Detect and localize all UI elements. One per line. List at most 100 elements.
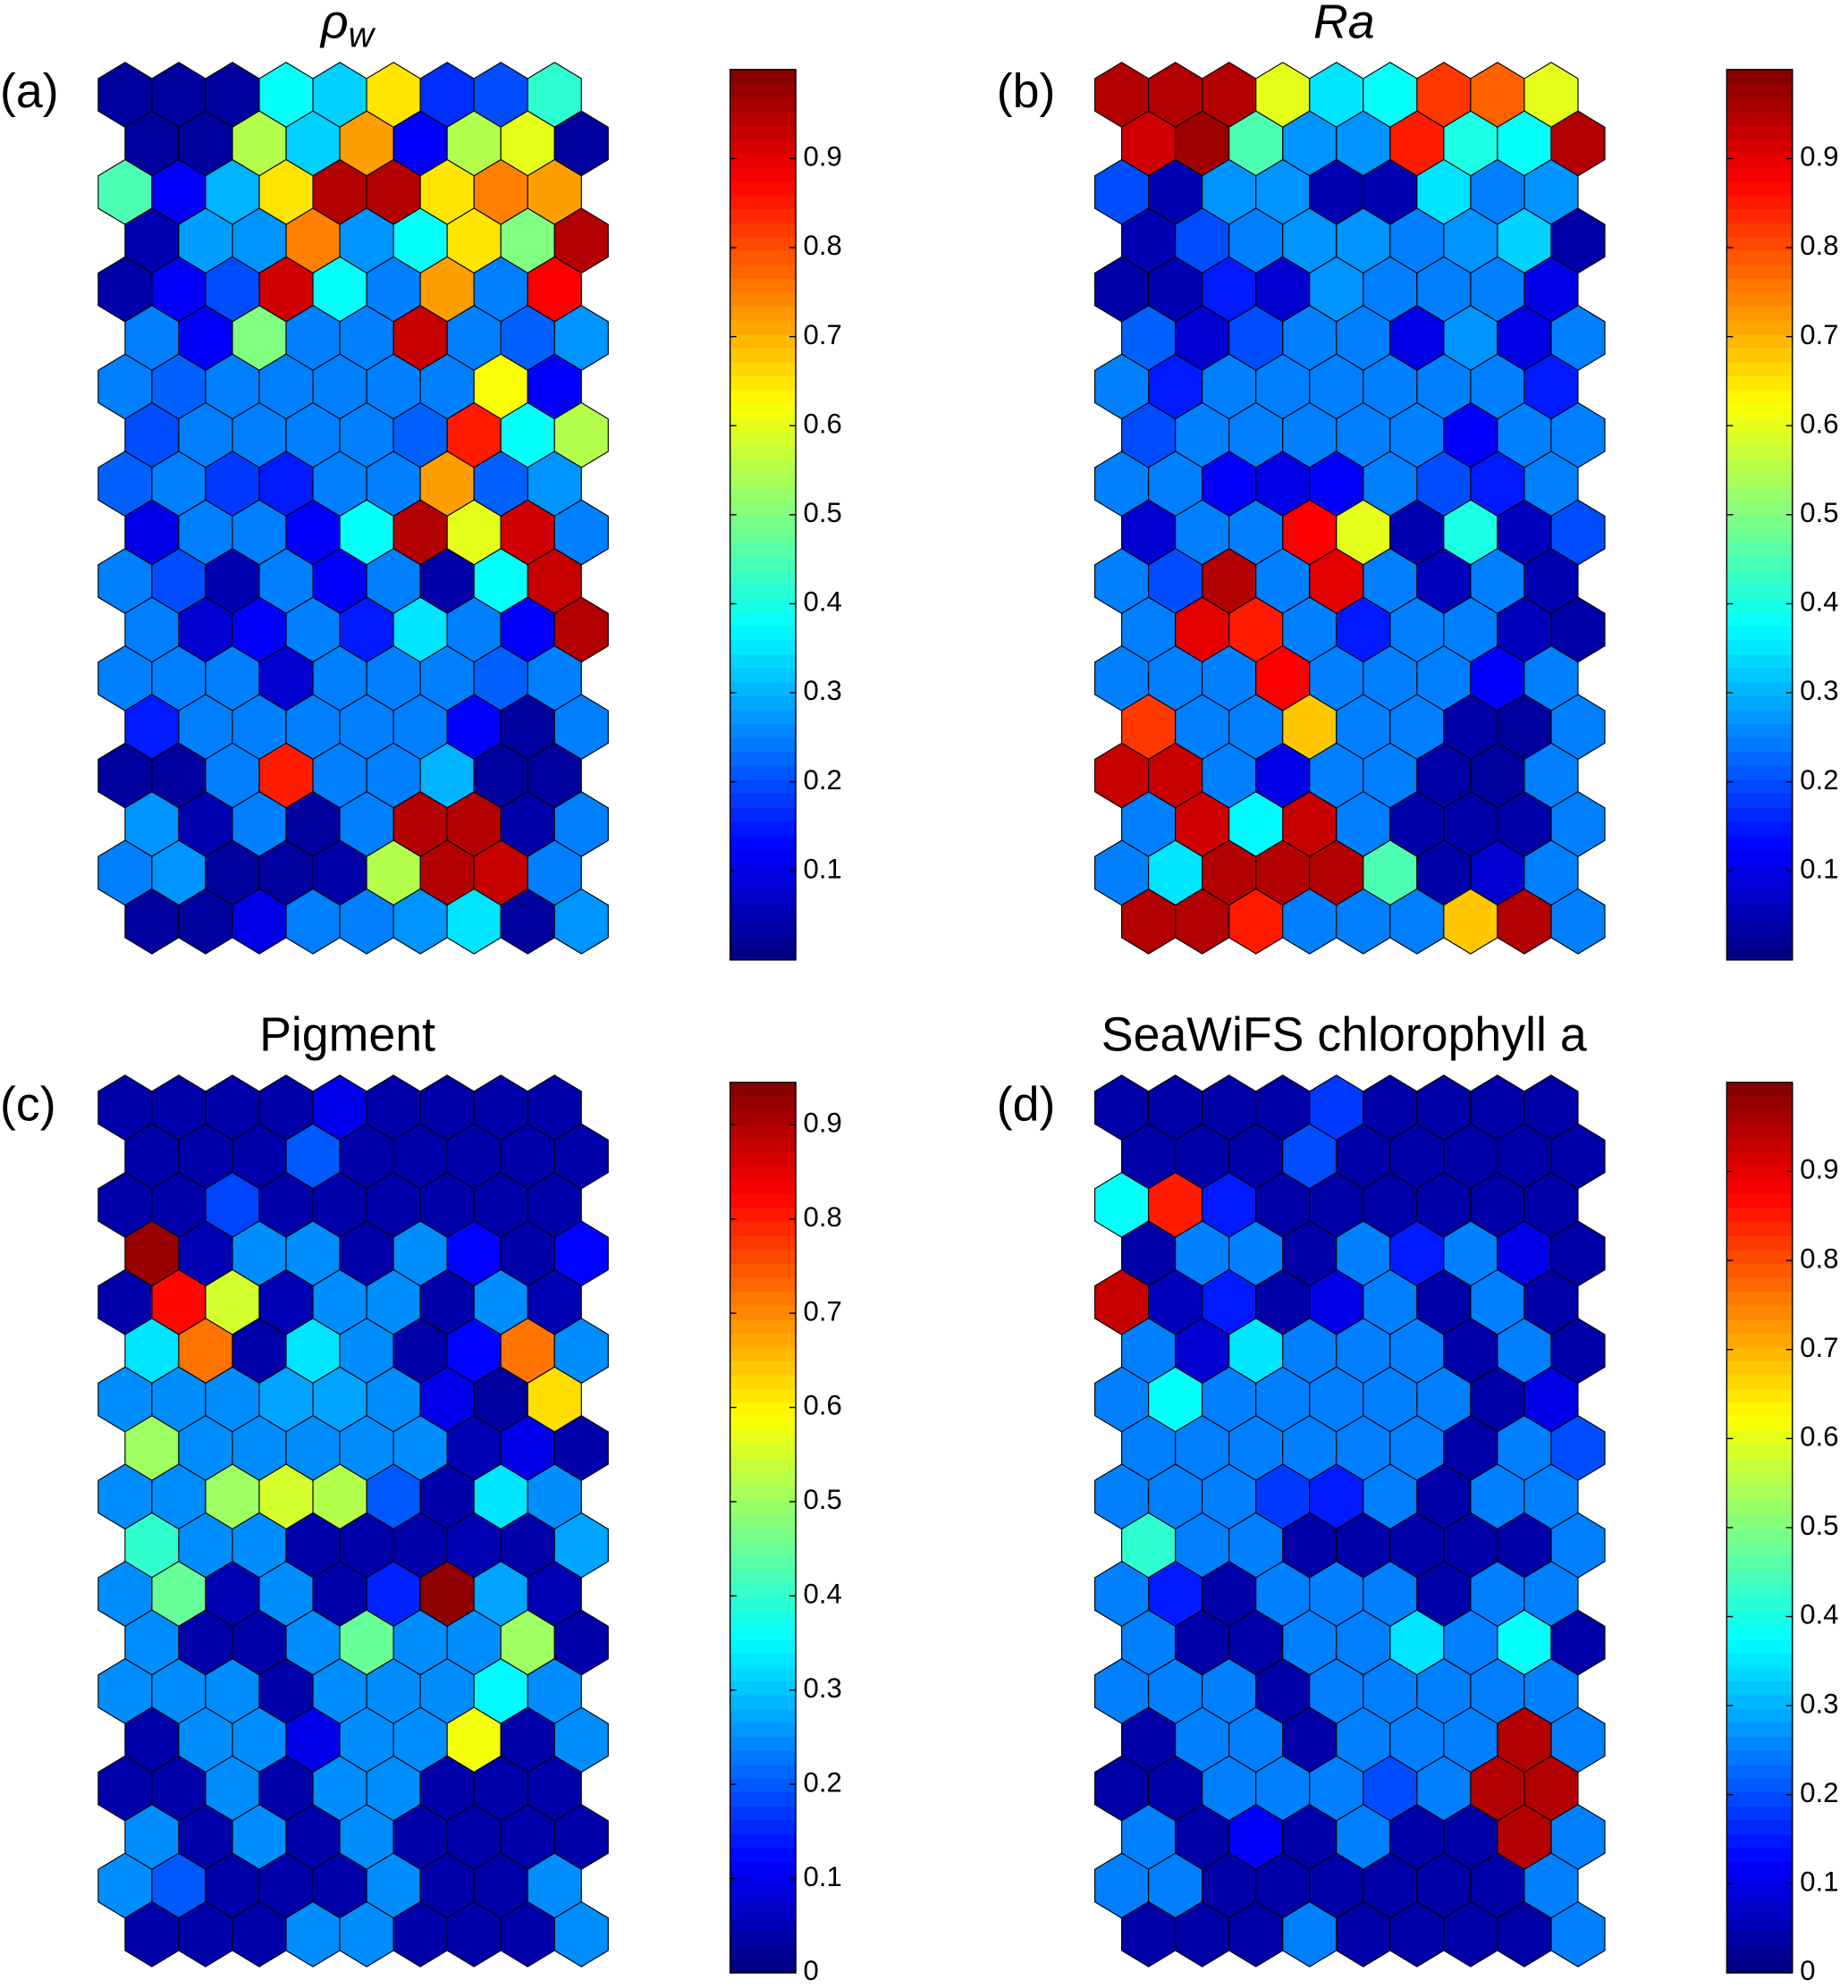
colorbar-segment bbox=[730, 862, 797, 878]
colorbar-segment bbox=[1726, 69, 1793, 85]
colorbar-segment bbox=[1726, 1138, 1793, 1153]
panel-title: Pigment bbox=[259, 1008, 435, 1062]
colorbar-segment bbox=[1726, 1916, 1793, 1932]
colorbar-segment bbox=[1726, 1653, 1793, 1668]
colorbar-segment bbox=[730, 236, 797, 251]
colorbar-segment bbox=[1726, 1749, 1793, 1765]
title-subscript: w bbox=[349, 16, 376, 55]
colorbar-segment bbox=[730, 1875, 797, 1891]
colorbar-segment bbox=[730, 69, 797, 85]
colorbar-segment bbox=[1726, 1791, 1793, 1807]
panel: SeaWiFS chlorophyll a (d) 0 0.1 0.2 0.3 0.4 0.5… bbox=[997, 1008, 1839, 1987]
colorbar-segment bbox=[1726, 931, 1793, 947]
colorbar-tick-label: 0.4 bbox=[1800, 586, 1838, 618]
colorbar-segment bbox=[730, 751, 797, 766]
colorbar-segment bbox=[1726, 1276, 1793, 1293]
colorbar-tick-label: 0.7 bbox=[1800, 319, 1838, 350]
colorbar-segment bbox=[1726, 528, 1793, 543]
colorbar-segment bbox=[730, 1346, 797, 1361]
colorbar-segment bbox=[1726, 890, 1793, 906]
colorbar-segment bbox=[1726, 806, 1793, 821]
colorbar-segment bbox=[730, 1569, 797, 1584]
colorbar-segment bbox=[730, 1653, 797, 1668]
colorbar-segment bbox=[1726, 1429, 1793, 1445]
colorbar-segment bbox=[1726, 1333, 1793, 1348]
colorbar-segment bbox=[1726, 1416, 1793, 1431]
colorbar-tick-label: 0.8 bbox=[1800, 1242, 1838, 1274]
colorbar-segment bbox=[730, 1916, 797, 1932]
colorbar-segment bbox=[730, 1527, 797, 1543]
colorbar-segment bbox=[730, 1513, 797, 1529]
colorbar-segment bbox=[1726, 1583, 1793, 1598]
colorbar-segment bbox=[1726, 1346, 1793, 1361]
colorbar-segment bbox=[1726, 737, 1793, 753]
colorbar-segment bbox=[1726, 876, 1793, 891]
colorbar-segment bbox=[730, 946, 797, 961]
colorbar-segment bbox=[730, 389, 797, 405]
colorbar-segment bbox=[730, 918, 797, 933]
colorbar-segment bbox=[1726, 1096, 1793, 1111]
colorbar-segment bbox=[730, 1638, 797, 1654]
colorbar-segment bbox=[730, 153, 797, 168]
colorbar-segment bbox=[730, 1110, 797, 1125]
colorbar-segment bbox=[730, 737, 797, 753]
colorbar-segment bbox=[1726, 1124, 1793, 1139]
colorbar-segment bbox=[730, 139, 797, 154]
colorbar-segment bbox=[730, 514, 797, 530]
colorbar-segment bbox=[730, 1694, 797, 1709]
colorbar-segment bbox=[1726, 445, 1793, 460]
colorbar-segment bbox=[730, 459, 797, 474]
colorbar-segment bbox=[1726, 1082, 1793, 1098]
title-text: Pigment bbox=[259, 1008, 435, 1062]
colorbar-segment bbox=[1726, 1193, 1793, 1209]
colorbar-segment bbox=[730, 1151, 797, 1167]
colorbar-segment bbox=[730, 1833, 797, 1849]
colorbar-tick-label: 0.5 bbox=[804, 1484, 842, 1515]
colorbar-segment bbox=[1726, 1499, 1793, 1515]
colorbar-tick-label: 0.7 bbox=[1800, 1332, 1838, 1363]
colorbar-segment bbox=[1726, 904, 1793, 919]
colorbar-segment bbox=[1726, 1374, 1793, 1390]
colorbar-segment bbox=[1726, 1388, 1793, 1403]
colorbar-segment bbox=[1726, 1527, 1793, 1543]
colorbar-segment bbox=[730, 1959, 797, 1974]
colorbar-tick-label: 0.7 bbox=[804, 319, 842, 350]
colorbar-tick-label: 0.2 bbox=[1800, 1777, 1838, 1808]
colorbar-segment bbox=[1726, 361, 1793, 376]
colorbar-segment bbox=[730, 709, 797, 724]
colorbar-segment bbox=[1726, 1486, 1793, 1501]
colorbar-segment bbox=[730, 1486, 797, 1501]
colorbar-segment bbox=[730, 1944, 797, 1960]
colorbar-segment bbox=[730, 83, 797, 98]
colorbar-segment bbox=[730, 222, 797, 238]
colorbar-tick-label: 0.9 bbox=[804, 141, 842, 173]
colorbar-segment bbox=[1726, 1736, 1793, 1751]
colorbar-segment bbox=[730, 1499, 797, 1515]
panel: Ra (b) 0.1 0.2 0.3 0.4 0.5 0.6 0.7 0.8 0.9 bbox=[997, 0, 1839, 961]
colorbar-segment bbox=[1726, 1166, 1793, 1181]
colorbar-segment bbox=[730, 1764, 797, 1779]
colorbar-segment bbox=[730, 1304, 797, 1320]
colorbar-segment bbox=[1726, 1179, 1793, 1195]
colorbar-segment bbox=[1726, 626, 1793, 641]
colorbar-segment bbox=[1726, 584, 1793, 599]
colorbar-segment bbox=[730, 1806, 797, 1821]
colorbar-tick-label: 0 bbox=[1800, 1955, 1815, 1986]
colorbar-tick-label: 0.8 bbox=[1800, 230, 1838, 261]
colorbar-segment bbox=[1726, 1624, 1793, 1640]
colorbar-segment bbox=[730, 375, 797, 391]
colorbar-segment bbox=[730, 1276, 797, 1293]
colorbar-tick-label: 0.6 bbox=[1800, 1421, 1838, 1453]
colorbar-segment bbox=[1726, 486, 1793, 501]
colorbar-tick-label: 0.6 bbox=[1800, 408, 1838, 439]
colorbar-segment bbox=[730, 1555, 797, 1571]
colorbar-segment bbox=[1726, 139, 1793, 154]
panel: Pigment (c) 0 0.1 0.2 0.3 0.4 0.5 0.6 0.7 0.8 0.9 bbox=[0, 1008, 842, 1987]
colorbar-segment bbox=[1726, 501, 1793, 516]
colorbar-segment bbox=[730, 626, 797, 641]
colorbar-segment bbox=[1726, 291, 1793, 307]
colorbar-segment bbox=[1726, 1959, 1793, 1974]
colorbar-segment bbox=[1726, 375, 1793, 391]
colorbar-segment bbox=[1726, 403, 1793, 418]
colorbar-tick-label: 0.9 bbox=[1800, 1154, 1838, 1185]
